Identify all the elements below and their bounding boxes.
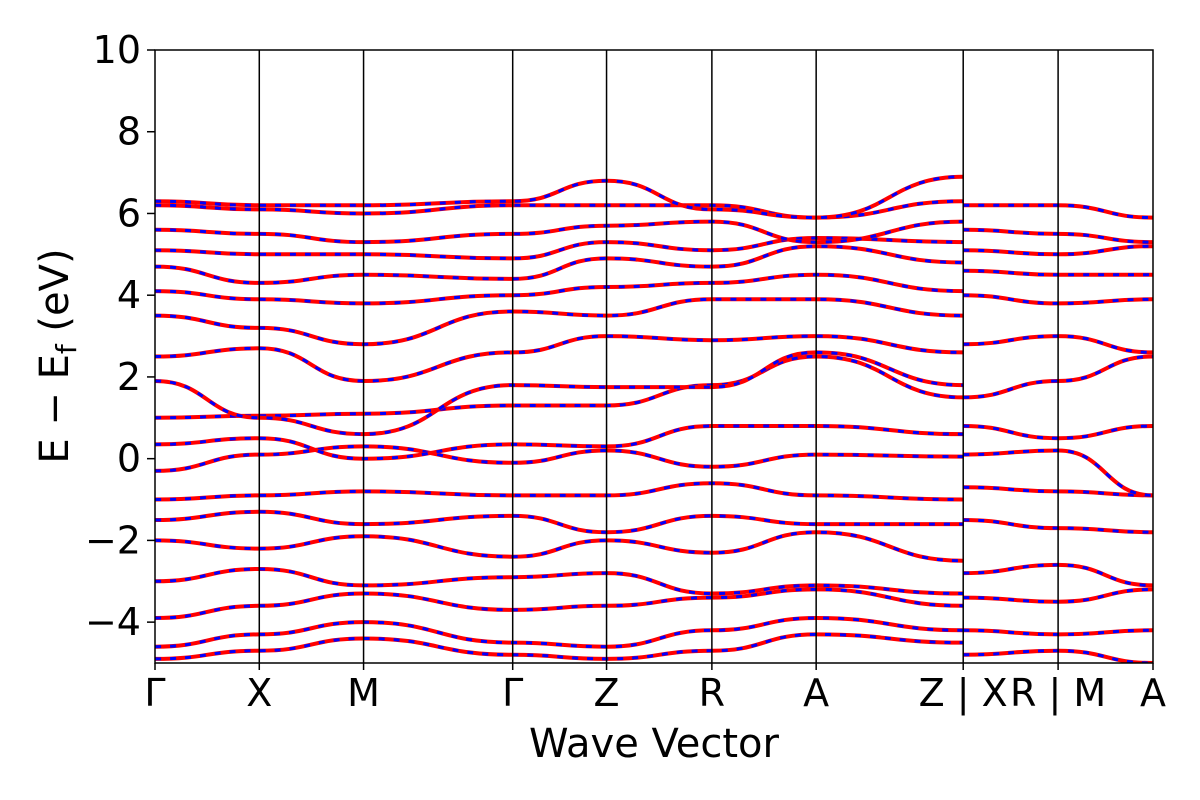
band-line-blue xyxy=(963,355,1153,399)
y-tick-label: −4 xyxy=(85,600,141,644)
y-axis-ticks: 10 8 6 4 2 0 −2 −4 xyxy=(85,28,155,644)
x-tick-label: A xyxy=(803,671,829,715)
y-tick-label: 2 xyxy=(117,355,141,399)
band-line-blue xyxy=(155,616,964,649)
x-tick-label: R xyxy=(699,671,725,715)
x-axis-title: Wave Vector xyxy=(529,721,780,767)
y-tick-label: 0 xyxy=(117,437,141,481)
y-axis-title-unit: (eV) xyxy=(32,248,78,344)
y-axis-title: E − Ef (eV) xyxy=(32,248,83,463)
x-tick-label: M xyxy=(347,671,380,715)
x-tick-label: Γ xyxy=(502,671,523,715)
x-tick-label: Γ xyxy=(144,671,165,715)
y-tick-label: 4 xyxy=(117,273,141,317)
kpoint-lines xyxy=(258,50,1059,663)
band-line-blue xyxy=(155,424,964,461)
x-tick-label: R | M xyxy=(1010,671,1106,716)
plot-background xyxy=(155,50,1153,663)
y-axis-title-subscript: f xyxy=(50,343,83,354)
x-tick-label: Z | X xyxy=(919,671,1008,716)
x-tick-label: X xyxy=(246,671,272,715)
x-tick-label: A xyxy=(1140,671,1166,715)
band-line-blue xyxy=(155,334,964,383)
plot-frame xyxy=(154,49,1154,664)
band-line-blue xyxy=(155,632,964,661)
band-line-blue xyxy=(155,510,964,534)
y-tick-label: 6 xyxy=(117,191,141,235)
x-tick-label: Z xyxy=(594,671,620,715)
y-axis-title-main: E − E xyxy=(32,354,78,464)
y-tick-label: 8 xyxy=(117,110,141,154)
band-line-blue xyxy=(155,350,964,436)
y-tick-label: −2 xyxy=(85,518,141,562)
y-tick-label: 10 xyxy=(93,28,141,72)
